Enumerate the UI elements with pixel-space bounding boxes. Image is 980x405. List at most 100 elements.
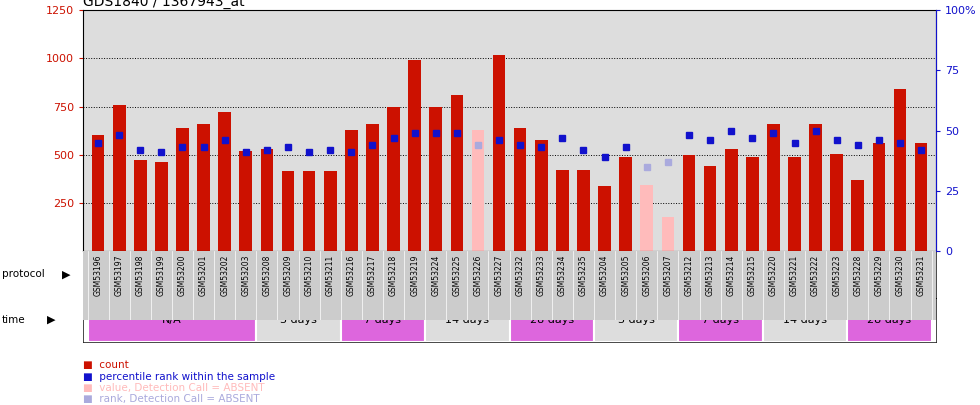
Bar [257,298,341,342]
Text: GSM53220: GSM53220 [769,255,778,296]
Bar [113,104,125,251]
Bar [92,135,105,251]
Bar [409,60,421,251]
Text: GSM53208: GSM53208 [263,255,271,296]
Text: 3 days: 3 days [280,315,317,325]
Text: non-operated: non-operated [134,269,210,279]
Bar [830,154,843,251]
Text: GSM53235: GSM53235 [579,255,588,296]
Text: GSM53197: GSM53197 [115,255,123,296]
Text: GSM53219: GSM53219 [411,255,419,296]
Text: GSM53211: GSM53211 [325,255,335,296]
Text: GSM53201: GSM53201 [199,255,208,296]
Bar [303,171,316,251]
Bar [894,89,906,251]
Bar [914,143,927,251]
Bar [367,124,378,251]
Text: GSM53224: GSM53224 [431,255,440,296]
Text: GSM53213: GSM53213 [706,255,714,296]
Bar [577,170,590,251]
Bar [219,112,231,251]
Bar [852,180,864,251]
Bar [556,170,568,251]
Bar [451,95,464,251]
Bar [762,298,848,342]
Text: GSM53204: GSM53204 [600,255,609,296]
Text: GSM53206: GSM53206 [642,255,652,296]
Text: protocol: protocol [2,269,45,279]
Text: GSM53205: GSM53205 [621,255,630,296]
Text: GSM53234: GSM53234 [558,255,566,296]
Bar [281,171,294,251]
Text: GSM53223: GSM53223 [832,255,841,296]
Bar [257,251,594,298]
Bar [429,107,442,251]
Bar [345,130,358,251]
Bar [87,298,257,342]
Text: GDS1840 / 1367943_at: GDS1840 / 1367943_at [83,0,245,9]
Bar [662,217,674,251]
Text: 7 days: 7 days [365,315,402,325]
Text: GSM53232: GSM53232 [515,255,524,296]
Bar [239,151,252,251]
Bar [387,107,400,251]
Bar [493,55,506,251]
Text: sham denervation: sham denervation [374,269,476,279]
Bar [197,124,210,251]
Text: GSM53214: GSM53214 [727,255,736,296]
Text: 7 days: 7 days [702,315,739,325]
Bar [678,298,762,342]
Text: GSM53207: GSM53207 [663,255,672,296]
Bar [471,130,484,251]
Bar [594,298,678,342]
Bar [176,128,189,251]
Bar [767,124,780,251]
Text: GSM53202: GSM53202 [220,255,229,296]
Text: ▶: ▶ [62,269,71,279]
Bar [510,298,594,342]
Bar [704,166,716,251]
Text: GSM53227: GSM53227 [495,255,504,296]
Text: GSM53196: GSM53196 [93,255,103,296]
Bar [641,185,653,251]
Bar [683,155,696,251]
Bar [746,157,759,251]
Bar [323,171,336,251]
Text: GSM53203: GSM53203 [241,255,250,296]
Bar [341,298,425,342]
Bar [514,128,526,251]
Text: GSM53212: GSM53212 [684,255,694,296]
Text: ■  value, Detection Call = ABSENT: ■ value, Detection Call = ABSENT [83,383,265,393]
Text: ■  rank, Detection Call = ABSENT: ■ rank, Detection Call = ABSENT [83,394,260,405]
Bar [425,298,510,342]
Text: N/A: N/A [162,315,182,325]
Text: 14 days: 14 days [445,315,489,325]
Text: 14 days: 14 days [783,315,827,325]
Bar [598,185,611,251]
Bar [155,162,168,251]
Text: GSM53209: GSM53209 [283,255,292,296]
Text: GSM53215: GSM53215 [748,255,757,296]
Bar [134,160,147,251]
Bar [535,140,548,251]
Bar [87,251,257,298]
Text: GSM53222: GSM53222 [811,255,820,296]
Bar [725,149,738,251]
Text: 3 days: 3 days [617,315,655,325]
Bar [594,251,932,298]
Bar [788,157,801,251]
Bar [619,157,632,251]
Text: GSM53226: GSM53226 [473,255,482,296]
Text: GSM53200: GSM53200 [178,255,187,296]
Text: 28 days: 28 days [867,315,911,325]
Text: ■  percentile rank within the sample: ■ percentile rank within the sample [83,372,275,382]
Text: GSM53198: GSM53198 [136,255,145,296]
Text: ▶: ▶ [47,315,56,325]
Text: GSM53231: GSM53231 [916,255,926,296]
Text: GSM53216: GSM53216 [347,255,356,296]
Text: ■  count: ■ count [83,360,129,371]
Bar [809,124,822,251]
Text: GSM53199: GSM53199 [157,255,166,296]
Text: GSM53229: GSM53229 [874,255,883,296]
Text: GSM53217: GSM53217 [368,255,377,296]
